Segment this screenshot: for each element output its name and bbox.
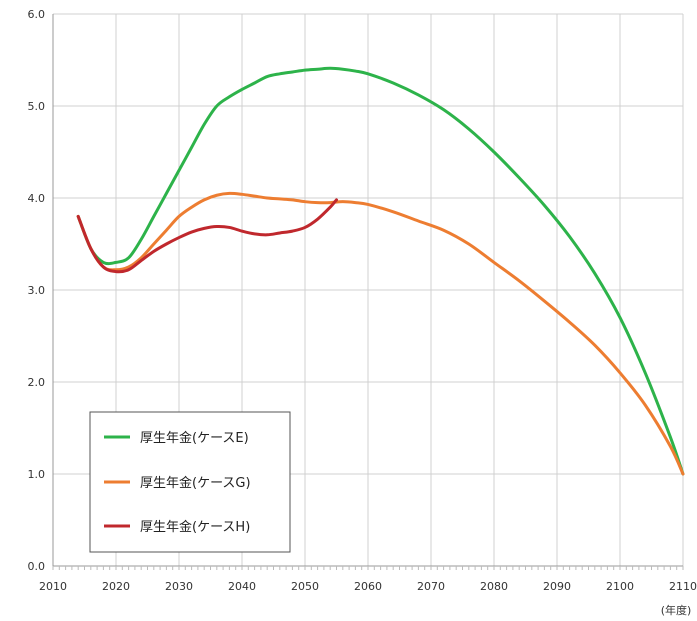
x-tick-label: 2010 xyxy=(39,580,67,593)
x-tick-label: 2110 xyxy=(669,580,697,593)
series-line-case-e xyxy=(76,66,685,476)
x-tick-label: 2100 xyxy=(606,580,634,593)
y-tick-label: 3.0 xyxy=(28,284,46,297)
legend-label-case-g: 厚生年金(ケースG) xyxy=(140,475,251,491)
x-axis-unit-label: (年度) xyxy=(661,603,692,617)
y-tick-label: 1.0 xyxy=(28,468,46,481)
legend-label-case-h: 厚生年金(ケースH) xyxy=(140,519,250,535)
y-tick-label: 0.0 xyxy=(28,560,46,573)
series-lines xyxy=(76,66,685,476)
y-tick-label: 2.0 xyxy=(28,376,46,389)
legend-label-case-e: 厚生年金(ケースE) xyxy=(140,430,249,446)
axes xyxy=(52,14,684,570)
series-line-case-h xyxy=(76,198,338,274)
y-tick-label: 4.0 xyxy=(28,192,46,205)
legend: 厚生年金(ケースE) 厚生年金(ケースG) 厚生年金(ケースH) xyxy=(89,411,291,553)
x-tick-label: 2020 xyxy=(102,580,130,593)
x-tick-label: 2070 xyxy=(417,580,445,593)
y-tick-label: 6.0 xyxy=(28,8,46,21)
x-tick-label: 2040 xyxy=(228,580,256,593)
y-tick-label: 5.0 xyxy=(28,100,46,113)
series-line-case-g xyxy=(76,191,685,476)
x-tick-label: 2060 xyxy=(354,580,382,593)
x-tick-label: 2090 xyxy=(543,580,571,593)
y-axis-ticks: 0.0 1.0 2.0 3.0 4.0 5.0 6.0 xyxy=(28,8,46,573)
gridlines xyxy=(53,13,684,566)
x-tick-label: 2080 xyxy=(480,580,508,593)
x-tick-label: 2050 xyxy=(291,580,319,593)
x-axis-ticks: 2010 2020 2030 2040 2050 2060 2070 2080 2090 2100… xyxy=(39,580,697,593)
x-tick-label: 2030 xyxy=(165,580,193,593)
